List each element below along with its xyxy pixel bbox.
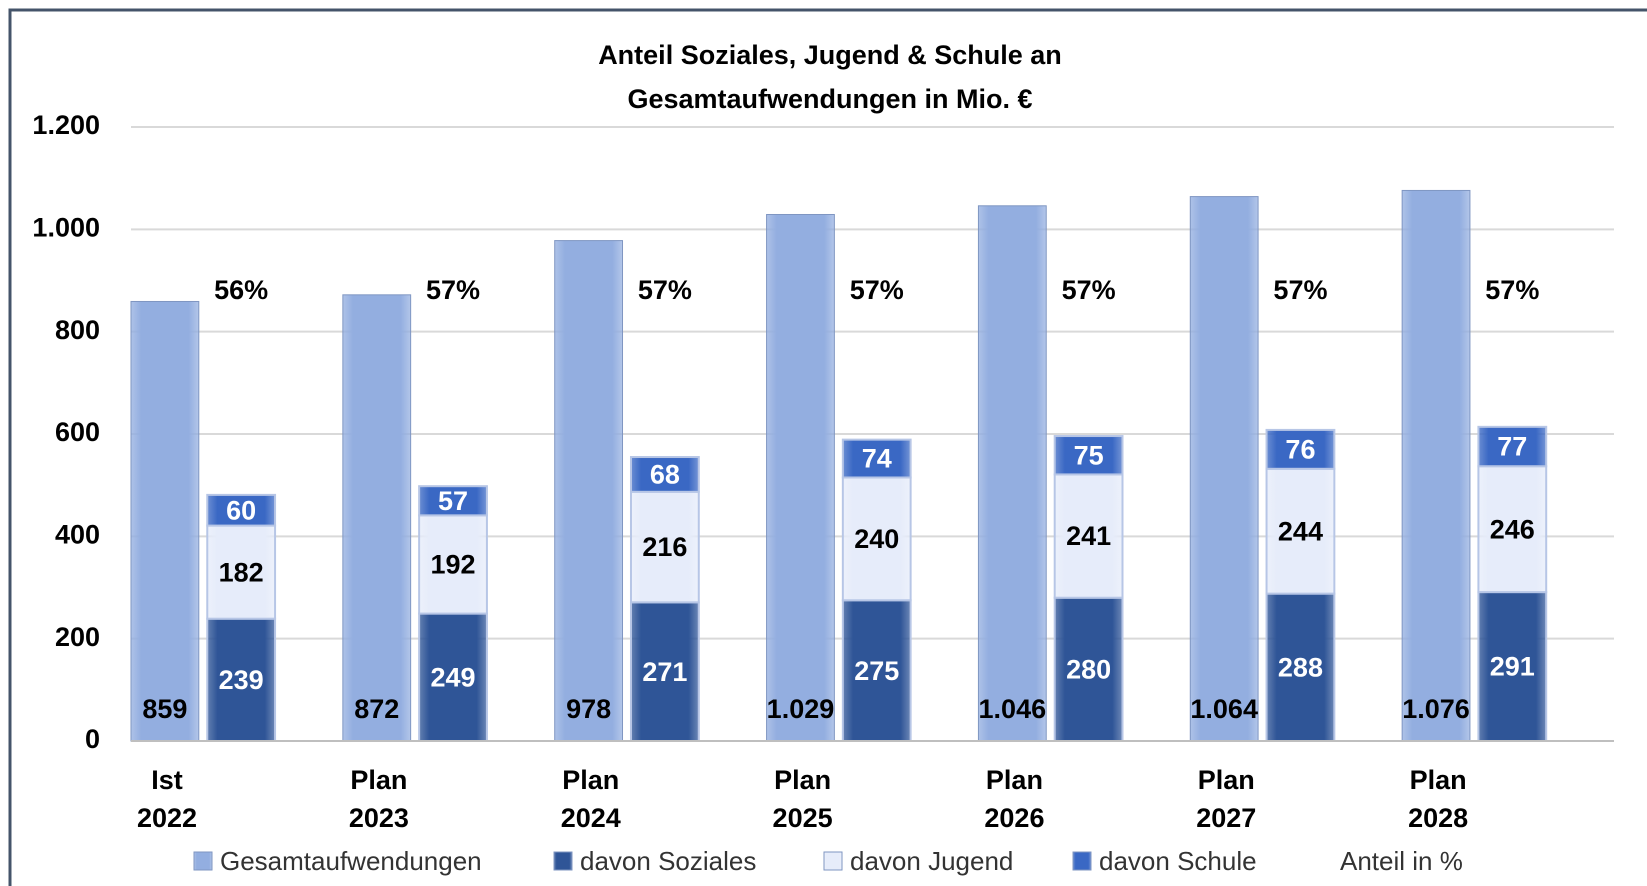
bar-segment — [629, 456, 700, 493]
data-label: 239 — [219, 665, 264, 695]
data-label: 74 — [862, 444, 892, 474]
data-label: 246 — [1490, 514, 1535, 544]
x-tick-label: Plan 2028 — [1408, 765, 1468, 833]
legend-label: davon Soziales — [580, 846, 756, 876]
x-tick-label: Plan 2023 — [349, 765, 409, 833]
y-tick-label: 800 — [55, 315, 100, 345]
data-label: 57 — [438, 486, 468, 516]
percent-label: 57% — [850, 275, 904, 305]
bar-segment — [206, 617, 277, 742]
data-label: 275 — [854, 656, 899, 686]
bar-segment — [841, 476, 912, 602]
legend-swatch — [1072, 851, 1092, 871]
y-tick-label: 1.000 — [32, 212, 100, 242]
bar — [1189, 196, 1259, 742]
bar — [1401, 189, 1471, 742]
data-label: 241 — [1066, 521, 1111, 551]
percent-label: 57% — [426, 275, 480, 305]
bar-segment — [1477, 465, 1548, 594]
data-label: 75 — [1074, 440, 1104, 470]
bar-segment — [841, 438, 912, 479]
data-label: 1.076 — [1402, 694, 1470, 724]
data-label: 249 — [430, 662, 475, 692]
data-label: 271 — [642, 657, 687, 687]
data-label: 182 — [219, 557, 264, 587]
percent-label: 57% — [1062, 275, 1116, 305]
data-label: 244 — [1278, 516, 1323, 546]
legend-swatch — [193, 851, 213, 871]
bar — [554, 240, 624, 742]
bar — [130, 300, 200, 742]
bar-segment — [1477, 425, 1548, 468]
data-label: 76 — [1285, 434, 1315, 464]
bar — [342, 294, 412, 742]
bar-segment — [418, 485, 488, 517]
legend-swatch — [553, 851, 573, 871]
chart-title: Anteil Soziales, Jugend & Schule an Gesam… — [598, 40, 1062, 114]
bar-segment — [1053, 435, 1124, 476]
bar-segment — [418, 514, 488, 615]
data-label: 192 — [430, 550, 475, 580]
bar-segment — [206, 493, 277, 527]
legend-label: Gesamtaufwendungen — [220, 846, 482, 876]
data-label: 280 — [1066, 654, 1111, 684]
x-tick-label: Plan 2025 — [773, 765, 833, 833]
x-tick-label: Plan 2027 — [1196, 765, 1256, 833]
bar — [766, 213, 835, 742]
data-label: 60 — [226, 495, 256, 525]
data-label: 291 — [1490, 652, 1535, 682]
y-tick-label: 0 — [85, 724, 100, 754]
y-tick-label: 200 — [55, 622, 100, 652]
percent-label: 57% — [638, 275, 692, 305]
legend-label: Anteil in % — [1340, 846, 1463, 876]
data-label: 1.064 — [1190, 694, 1258, 724]
x-tick-label: Plan 2026 — [984, 765, 1044, 833]
x-tick-label: Ist 2022 — [137, 765, 197, 833]
percent-label: 57% — [1485, 275, 1539, 305]
data-label: 216 — [642, 532, 687, 562]
x-tick-label: Plan 2024 — [561, 765, 621, 833]
data-label: 68 — [650, 460, 680, 490]
legend-label: davon Jugend — [850, 846, 1013, 876]
percent-label: 57% — [1273, 275, 1327, 305]
percent-label: 56% — [214, 275, 268, 305]
y-tick-label: 1.200 — [32, 110, 100, 140]
data-label: 288 — [1278, 652, 1323, 682]
bar-segment — [629, 490, 700, 604]
legend-label: davon Schule — [1099, 846, 1257, 876]
data-label: 240 — [854, 524, 899, 554]
y-tick-label: 600 — [55, 417, 100, 447]
bar-segment — [206, 524, 277, 620]
data-label: 978 — [566, 694, 611, 724]
data-label: 872 — [354, 694, 399, 724]
y-tick-label: 400 — [55, 519, 100, 549]
bar-segment — [1265, 592, 1336, 743]
data-label: 859 — [142, 694, 187, 724]
bar — [977, 205, 1047, 742]
bar-segment — [1053, 473, 1124, 599]
data-label: 1.029 — [767, 694, 835, 724]
data-label: 77 — [1497, 432, 1527, 462]
bar-segment — [1265, 428, 1336, 470]
bar-segment — [1265, 467, 1336, 595]
data-label: 1.046 — [979, 694, 1047, 724]
legend-swatch — [823, 851, 843, 871]
